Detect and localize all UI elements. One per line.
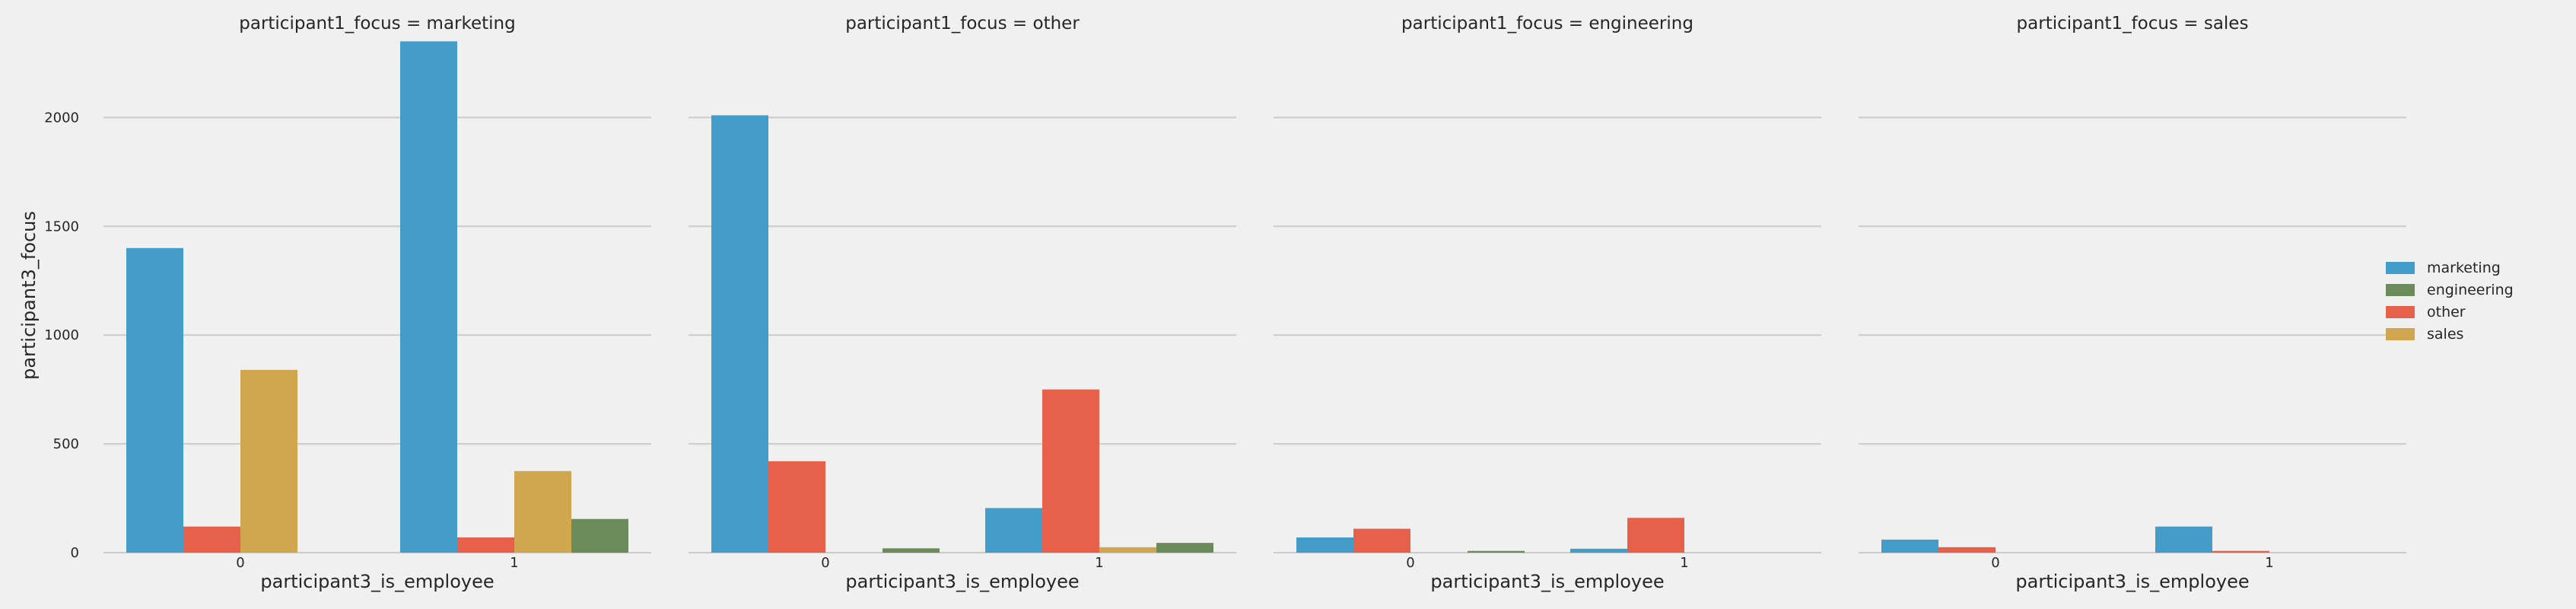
bar-other-1 xyxy=(1627,518,1684,553)
legend: marketing engineering other sales xyxy=(2386,260,2514,343)
panel-title: participant1_focus = marketing xyxy=(239,14,515,33)
bar-engineering-1 xyxy=(571,518,628,553)
bar-other-1 xyxy=(2212,550,2269,553)
x-tick-label: 0 xyxy=(821,555,829,571)
x-tick-label: 1 xyxy=(1095,555,1103,571)
bar-other-1 xyxy=(457,537,514,553)
bar-other-0 xyxy=(768,461,825,553)
x-tick-label: 0 xyxy=(1991,555,1999,571)
y-tick-label: 1000 xyxy=(44,327,79,343)
bar-marketing-1 xyxy=(400,41,457,553)
panel-2: participant1_focus = engineering 0 1 partic… xyxy=(1274,14,1821,592)
y-tick-label: 0 xyxy=(71,545,79,561)
panel-0: participant1_focus = marketing 0 1 particip… xyxy=(44,14,651,592)
legend-swatch-other xyxy=(2386,306,2415,318)
bar-marketing-0 xyxy=(1296,537,1353,553)
x-tick-label: 0 xyxy=(236,555,244,571)
x-axis-label: participant3_is_employee xyxy=(1430,571,1664,592)
bar-other-0 xyxy=(183,526,240,553)
panel-title: participant1_focus = other xyxy=(845,14,1080,33)
x-tick-label: 0 xyxy=(1406,555,1414,571)
x-tick-label: 1 xyxy=(1680,555,1688,571)
x-tick-label: 1 xyxy=(2265,555,2273,571)
panel-title: participant1_focus = engineering xyxy=(1401,14,1693,33)
bar-marketing-0 xyxy=(711,115,768,553)
y-tick-label: 1500 xyxy=(44,218,79,234)
legend-label-marketing: marketing xyxy=(2427,260,2501,276)
x-axis-label: participant3_is_employee xyxy=(2015,571,2249,592)
bar-marketing-0 xyxy=(126,247,183,553)
panel-3: participant1_focus = sales 0 1 participant3… xyxy=(1859,14,2406,592)
bar-sales-1 xyxy=(1099,547,1156,553)
bar-engineering-1 xyxy=(1156,543,1213,553)
legend-swatch-sales xyxy=(2386,328,2415,340)
y-tick-label: 500 xyxy=(53,436,79,452)
legend-label-other: other xyxy=(2427,304,2466,320)
bar-marketing-0 xyxy=(1881,539,1938,553)
x-axis-label: participant3_is_employee xyxy=(845,571,1079,592)
bar-sales-1 xyxy=(514,470,571,553)
bar-sales-0 xyxy=(240,369,297,553)
panel-title: participant1_focus = sales xyxy=(2017,14,2249,33)
legend-swatch-marketing xyxy=(2386,262,2415,274)
x-axis-label: participant3_is_employee xyxy=(260,571,494,592)
bar-engineering-0 xyxy=(1468,550,1525,553)
legend-label-engineering: engineering xyxy=(2427,282,2514,298)
bar-engineering-0 xyxy=(883,548,940,553)
panel-1: participant1_focus = other 0 1 participant3… xyxy=(689,14,1236,592)
bar-marketing-1 xyxy=(1570,548,1627,553)
bar-other-1 xyxy=(1042,389,1099,553)
bar-other-0 xyxy=(1938,547,1996,553)
legend-label-sales: sales xyxy=(2427,326,2463,343)
x-tick-label: 1 xyxy=(510,555,518,571)
bar-marketing-1 xyxy=(2155,526,2212,553)
bar-marketing-1 xyxy=(985,508,1042,553)
y-axis-label: participant3_focus xyxy=(18,211,40,380)
legend-swatch-engineering xyxy=(2386,284,2415,296)
bar-other-0 xyxy=(1353,528,1410,553)
y-tick-label: 2000 xyxy=(44,110,79,126)
